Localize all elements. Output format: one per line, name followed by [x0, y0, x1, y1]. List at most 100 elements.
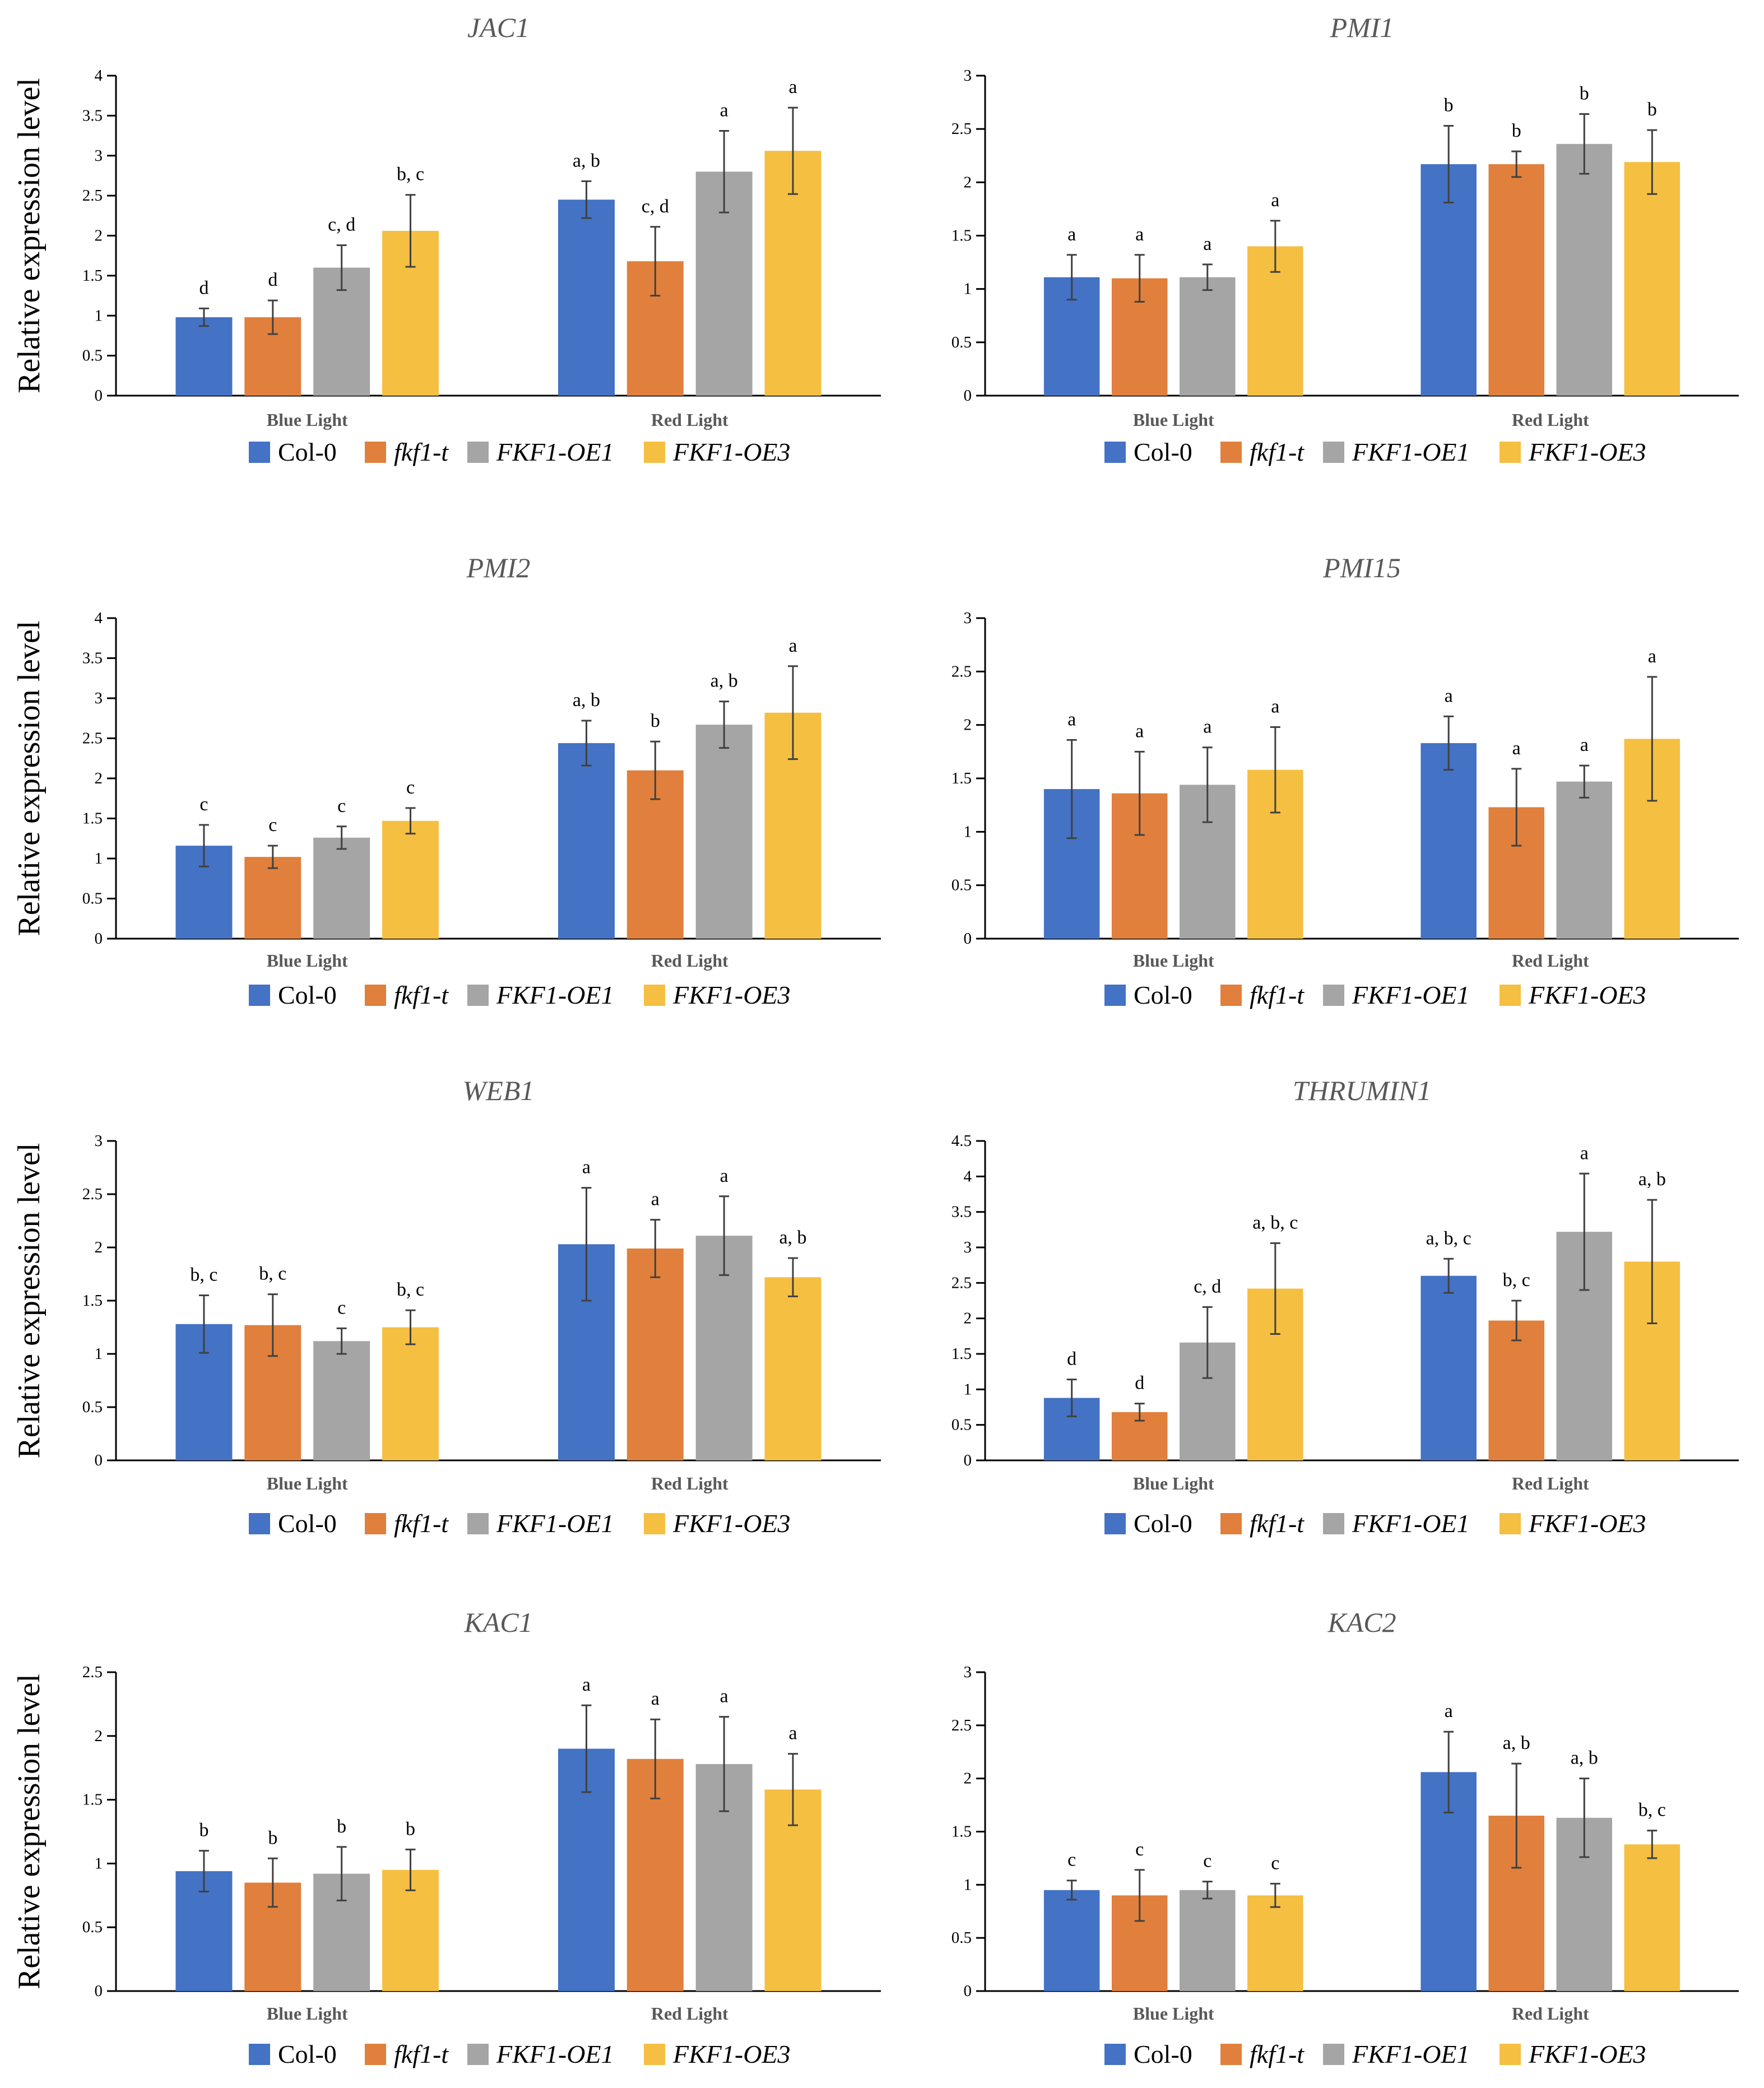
significance-label: a	[582, 1157, 591, 1178]
legend-label-col-0: Col-0	[1134, 2040, 1192, 2068]
chart-title: KAC2	[1327, 1607, 1396, 1638]
significance-label: a	[651, 1688, 660, 1709]
bar-fkf1-t-red-light	[1488, 1320, 1544, 1460]
significance-label: a	[720, 1686, 728, 1707]
significance-label: b	[651, 711, 660, 731]
legend-swatch-fkf1-t	[365, 1513, 386, 1534]
legend-swatch-fkf1-t	[1220, 2044, 1242, 2065]
chart-panel-kac2: KAC2 0 0.5 1 1.5 2 2.5 3 c c c c Blue Light a a, b a, b…	[951, 1607, 1739, 2068]
y-tick-label: 1	[964, 823, 972, 841]
chart-title: WEB1	[463, 1075, 535, 1106]
significance-label: c	[337, 796, 346, 816]
significance-label: a, b	[573, 690, 600, 711]
significance-label: a	[1271, 696, 1279, 717]
legend-swatch-fkf1-oe1	[467, 2044, 489, 2065]
y-tick-label: 2	[964, 173, 972, 191]
significance-label: b	[1444, 95, 1454, 115]
y-tick-label: 0.5	[82, 1918, 103, 1936]
x-category-label: Red Light	[651, 1473, 728, 1493]
y-tick-label: 2.5	[951, 1716, 972, 1734]
legend-label-fkf1-oe1: FKF1-OE1	[496, 438, 614, 466]
bar-fkf1-oe3-blue-light	[382, 1327, 439, 1460]
y-tick-label: 3	[95, 1132, 103, 1150]
legend-label-col-0: Col-0	[278, 438, 337, 466]
y-tick-label: 2.5	[951, 120, 972, 138]
bar-col-0-red-light	[558, 199, 615, 396]
bar-fkf1-oe3-red-light	[1624, 162, 1681, 396]
legend-swatch-col-0	[1104, 1513, 1126, 1534]
legend-label-fkf1-t: fkf1-t	[1250, 438, 1305, 466]
legend-label-fkf1-oe3: FKF1-OE3	[1528, 981, 1646, 1009]
bar-fkf1-oe1-blue-light	[313, 837, 370, 939]
bar-fkf1-oe1-blue-light	[1180, 277, 1236, 396]
y-tick-label: 4	[964, 1167, 972, 1185]
legend-swatch-fkf1-t	[1220, 985, 1242, 1006]
y-tick-label: 1	[95, 1345, 103, 1363]
y-tick-label: 0.5	[951, 333, 972, 351]
significance-label: b, c	[259, 1264, 286, 1284]
bar-fkf1-oe1-red-light	[1556, 143, 1613, 396]
legend-label-fkf1-t: fkf1-t	[394, 2040, 449, 2068]
legend-swatch-col-0	[249, 1513, 270, 1534]
significance-label: b	[1580, 83, 1589, 104]
significance-label: a	[788, 635, 797, 656]
y-tick-label: 2.5	[82, 187, 103, 205]
significance-label: a	[1445, 685, 1453, 706]
y-tick-label: 1	[964, 1380, 972, 1398]
significance-label: a, b	[779, 1227, 806, 1248]
legend-swatch-col-0	[1104, 442, 1126, 463]
significance-label: a, b	[1571, 1748, 1598, 1769]
y-tick-label: 0	[95, 1451, 103, 1469]
significance-label: a	[582, 1674, 591, 1695]
legend-label-fkf1-oe1: FKF1-OE1	[496, 1509, 614, 1538]
chart-panel-jac1: JAC1 0 0.5 1 1.5 2 2.5 3 3.5 4 Relative expression…	[12, 12, 881, 466]
legend-label-fkf1-oe1: FKF1-OE1	[496, 981, 614, 1009]
bar-fkf1-oe3-blue-light	[1247, 1895, 1303, 1991]
bar-col-0-blue-light	[175, 317, 233, 396]
bar-col-0-red-light	[1421, 1275, 1477, 1460]
significance-label: a	[1271, 190, 1279, 211]
y-tick-label: 1	[95, 1854, 103, 1872]
legend-swatch-fkf1-t	[365, 985, 386, 1006]
significance-label: a	[1445, 1701, 1453, 1722]
legend-swatch-fkf1-t	[365, 442, 386, 463]
significance-label: b, c	[190, 1265, 217, 1286]
y-tick-label: 0	[95, 387, 103, 405]
y-tick-label: 2	[95, 769, 103, 787]
legend-swatch-fkf1-oe1	[1323, 2044, 1344, 2065]
y-tick-label: 0	[964, 930, 972, 948]
bar-col-0-blue-light	[1043, 1890, 1100, 1991]
x-category-label: Red Light	[1512, 2003, 1589, 2024]
significance-label: c, d	[642, 196, 669, 217]
y-tick-label: 2	[95, 1238, 103, 1256]
legend-label-fkf1-oe3: FKF1-OE3	[1528, 1509, 1646, 1538]
legend-swatch-fkf1-oe3	[644, 2044, 665, 2065]
significance-label: b	[406, 1818, 415, 1839]
legend-swatch-fkf1-oe3	[1500, 2044, 1521, 2065]
significance-label: a, b, c	[1252, 1212, 1298, 1233]
y-tick-label: 1.5	[951, 227, 972, 245]
legend-swatch-fkf1-oe3	[1500, 985, 1521, 1006]
y-axis-label: Relative expression level	[12, 78, 47, 393]
y-axis-label: Relative expression level	[12, 621, 47, 936]
x-category-label: Red Light	[651, 410, 728, 430]
bar-fkf1-oe1-blue-light	[313, 1341, 370, 1460]
legend-swatch-fkf1-oe1	[467, 442, 489, 463]
y-tick-label: 2	[95, 1727, 103, 1745]
significance-label: a	[788, 1723, 797, 1744]
x-category-label: Blue Light	[1133, 2003, 1214, 2024]
y-tick-label: 3	[964, 1238, 972, 1256]
legend-label-col-0: Col-0	[278, 1509, 337, 1538]
significance-label: c	[199, 794, 208, 815]
significance-label: a	[1135, 721, 1144, 741]
legend-label-fkf1-oe1: FKF1-OE1	[1352, 438, 1470, 466]
significance-label: c, d	[1194, 1276, 1221, 1297]
legend-label-fkf1-t: fkf1-t	[394, 981, 449, 1009]
significance-label: c	[1203, 1851, 1211, 1872]
x-category-label: Blue Light	[1133, 950, 1214, 971]
legend-swatch-fkf1-oe3	[644, 1513, 665, 1534]
y-tick-label: 3	[95, 147, 103, 165]
y-tick-label: 1.5	[82, 810, 103, 828]
y-tick-label: 1.5	[82, 267, 103, 285]
